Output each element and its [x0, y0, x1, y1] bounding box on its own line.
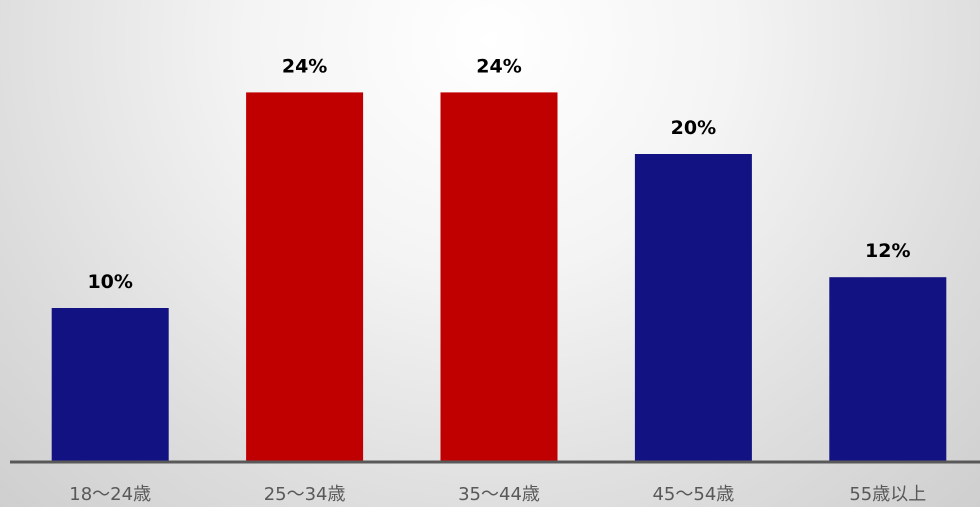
value-label-5: 12%	[865, 240, 910, 262]
x-tick-label-1: 18〜24歳	[69, 484, 151, 505]
value-labels-layer: 10% 24% 24% 20% 12%	[87, 55, 910, 293]
value-label-4: 20%	[671, 117, 716, 139]
value-label-2: 24%	[282, 55, 327, 77]
bar-4	[634, 154, 752, 462]
x-tick-label-4: 45〜54歳	[652, 484, 734, 505]
x-tick-labels-layer: 18〜24歳 25〜34歳 35〜44歳 45〜54歳 55歳以上	[69, 484, 926, 505]
value-label-3: 24%	[476, 55, 521, 77]
bar-5	[829, 277, 947, 462]
bar-1	[51, 308, 169, 462]
bar-2	[246, 92, 364, 463]
x-tick-label-5: 55歳以上	[849, 484, 926, 505]
bar-3	[440, 92, 558, 463]
value-label-1: 10%	[87, 271, 132, 293]
bars-layer	[51, 92, 947, 463]
x-tick-label-2: 25〜34歳	[264, 484, 346, 505]
x-tick-label-3: 35〜44歳	[458, 484, 540, 505]
